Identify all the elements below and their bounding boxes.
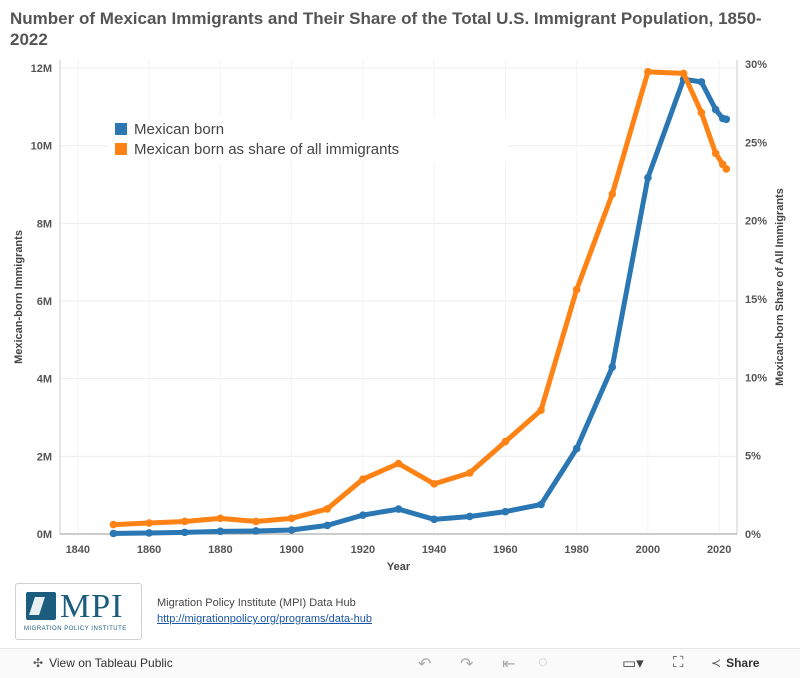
data-point	[252, 527, 260, 535]
data-point	[109, 520, 118, 529]
legend-label: Mexican born	[134, 121, 224, 138]
redo-icon[interactable]: ↷	[460, 656, 474, 673]
mpi-logo-subtext: MIGRATION POLICY INSTITUTE	[24, 626, 127, 632]
x-tick-label: 1940	[422, 544, 446, 556]
x-axis-title: Year	[387, 561, 411, 573]
x-tick-label: 1860	[137, 544, 161, 556]
data-point	[323, 505, 332, 513]
data-point	[216, 514, 225, 523]
data-point	[180, 528, 189, 537]
legend-label: Mexican born as share of all immigrants	[134, 141, 399, 158]
x-tick-label: 1960	[493, 544, 517, 556]
undo-icon[interactable]: ↶	[418, 656, 432, 673]
y-tick-label: 10M	[31, 141, 52, 153]
data-point	[180, 517, 189, 526]
chart-title: Number of Mexican Immigrants and Their S…	[10, 9, 762, 49]
y2-tick-label: 0%	[745, 529, 761, 541]
data-point	[394, 505, 403, 513]
download-icon[interactable]: ▭▾	[622, 655, 644, 672]
y2-tick-label: 20%	[745, 216, 767, 228]
source-name: Migration Policy Institute (MPI) Data Hu…	[157, 597, 356, 609]
y-tick-label: 6M	[37, 296, 52, 308]
source-link[interactable]: http://migrationpolicy.org/programs/data…	[157, 613, 373, 625]
data-point	[501, 437, 510, 446]
data-point	[722, 115, 731, 124]
y-axis-title: Mexican-born Immigrants	[13, 230, 25, 364]
y-tick-label: 8M	[37, 218, 52, 230]
data-point	[287, 514, 296, 523]
legend-swatch	[115, 143, 127, 155]
y-tick-label: 0M	[37, 529, 52, 541]
x-tick-label: 1880	[208, 544, 232, 556]
x-tick-label: 1920	[351, 544, 375, 556]
data-point	[572, 285, 581, 294]
data-point	[252, 517, 260, 526]
view-on-tableau-label: View on Tableau Public	[49, 656, 173, 670]
data-point	[145, 529, 153, 537]
data-point	[287, 526, 296, 534]
y2-tick-label: 10%	[745, 372, 767, 384]
share-label: Share	[726, 656, 760, 670]
data-point	[501, 507, 510, 516]
fullscreen-icon[interactable]: ⛶	[673, 654, 684, 671]
data-point	[465, 469, 474, 477]
data-point	[722, 165, 731, 173]
x-tick-label: 1840	[66, 544, 90, 556]
data-point	[572, 444, 581, 453]
data-point	[109, 529, 118, 538]
tableau-icon: ✣	[33, 656, 44, 670]
x-tick-label: 2020	[707, 544, 731, 556]
mpi-logo-text: MPI	[60, 588, 124, 625]
data-point	[644, 173, 652, 182]
data-point	[697, 78, 706, 86]
y2-tick-label: 25%	[745, 137, 767, 149]
data-point	[711, 105, 720, 114]
data-point	[711, 149, 720, 158]
data-point	[323, 521, 332, 530]
data-point	[359, 475, 367, 483]
y-tick-label: 4M	[37, 374, 52, 386]
data-point	[608, 363, 617, 371]
data-point	[679, 69, 688, 78]
data-point	[697, 108, 706, 117]
data-point	[537, 500, 545, 509]
revert-icon[interactable]: ⇤	[502, 656, 516, 673]
data-point	[430, 515, 438, 524]
chart-area[interactable]: 0M 2M 4M 6M 8M 10M 12M 0% 5% 10% 15% 20% 25% 30% 1840 1…	[0, 0, 800, 580]
y2-tick-label: 5%	[745, 451, 761, 463]
data-point	[145, 519, 153, 527]
data-point	[394, 459, 403, 468]
legend-box	[108, 118, 508, 162]
x-tick-label: 2000	[636, 544, 660, 556]
mpi-logo[interactable]: MPI MIGRATION POLICY INSTITUTE	[15, 583, 142, 640]
y-tick-label: 12M	[31, 63, 52, 75]
data-point	[537, 406, 545, 415]
data-point	[430, 480, 438, 488]
legend-swatch	[115, 123, 127, 135]
data-point	[359, 511, 367, 519]
y2-tick-label: 30%	[745, 59, 767, 71]
mpi-logo-icon	[26, 592, 56, 620]
pause-icon[interactable]: ◌	[538, 654, 548, 671]
data-point	[216, 527, 225, 536]
data-point	[465, 512, 474, 521]
data-point	[608, 190, 617, 198]
y-tick-label: 2M	[37, 451, 52, 463]
data-point	[644, 68, 652, 76]
x-tick-label: 1980	[564, 544, 588, 556]
tableau-toolbar: ✣ View on Tableau Public ↶ ↷ ⇤ ◌ ▭▾ ⛶ ≺ Sh…	[0, 648, 800, 678]
y2-tick-label: 15%	[745, 294, 767, 306]
view-on-tableau-button[interactable]: ✣ View on Tableau Public	[33, 656, 173, 670]
share-icon: ≺	[711, 656, 722, 670]
share-button[interactable]: ≺ Share	[711, 656, 759, 670]
x-tick-label: 1900	[279, 544, 303, 556]
y2-axis-title: Mexican-born Share of All Immigrants	[774, 188, 786, 386]
